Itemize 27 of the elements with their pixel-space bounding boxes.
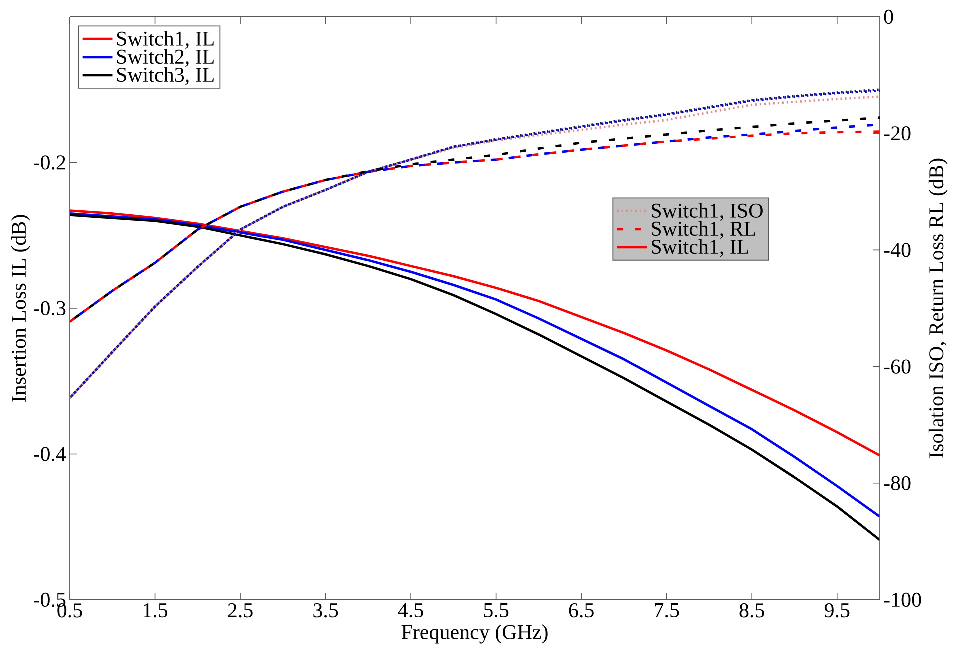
legend-label: Switch1, ISO xyxy=(652,203,763,221)
x-tick-label: 9.5 xyxy=(824,604,850,618)
y2-axis-title: Isolation ISO, Return Loss RL (dB) xyxy=(928,158,948,458)
legend-label: Switch3, IL xyxy=(117,67,214,86)
x-tick-label: 4.5 xyxy=(398,604,424,618)
text: Switch1, IL xyxy=(117,31,214,49)
x-tick-label: 7.5 xyxy=(655,604,680,618)
x-tick-label: 3.5 xyxy=(314,604,338,618)
x-tick-label: 2.5 xyxy=(228,604,253,618)
x-tick-label: 5.5 xyxy=(484,604,509,618)
y-axis-title: Insertion Loss IL (dB) xyxy=(11,215,30,402)
x-tick-label: 6.5 xyxy=(569,604,594,618)
legend-label: Switch2, IL xyxy=(117,49,214,68)
y2-tick-label: -20 xyxy=(884,126,911,141)
x-tick-label: 1.5 xyxy=(144,604,168,618)
x-axis-title: Frequency (GHz) xyxy=(402,624,548,644)
y2-tick-label: -40 xyxy=(884,243,911,258)
y2-tick-label: 0 xyxy=(884,10,894,24)
legend-label: Switch1, IL xyxy=(652,239,748,258)
y-tick-label: -0.3 xyxy=(34,301,66,316)
legend-label: Switch1, RL xyxy=(652,221,756,240)
y-tick-label: -0.4 xyxy=(34,447,66,462)
y2-tick-label: -80 xyxy=(884,476,911,490)
y2-tick-label: -60 xyxy=(884,360,911,374)
y-tick-label: -0.2 xyxy=(34,156,66,170)
x-tick-label: 8.5 xyxy=(740,604,764,618)
y2-tick-label: -100 xyxy=(884,592,922,608)
